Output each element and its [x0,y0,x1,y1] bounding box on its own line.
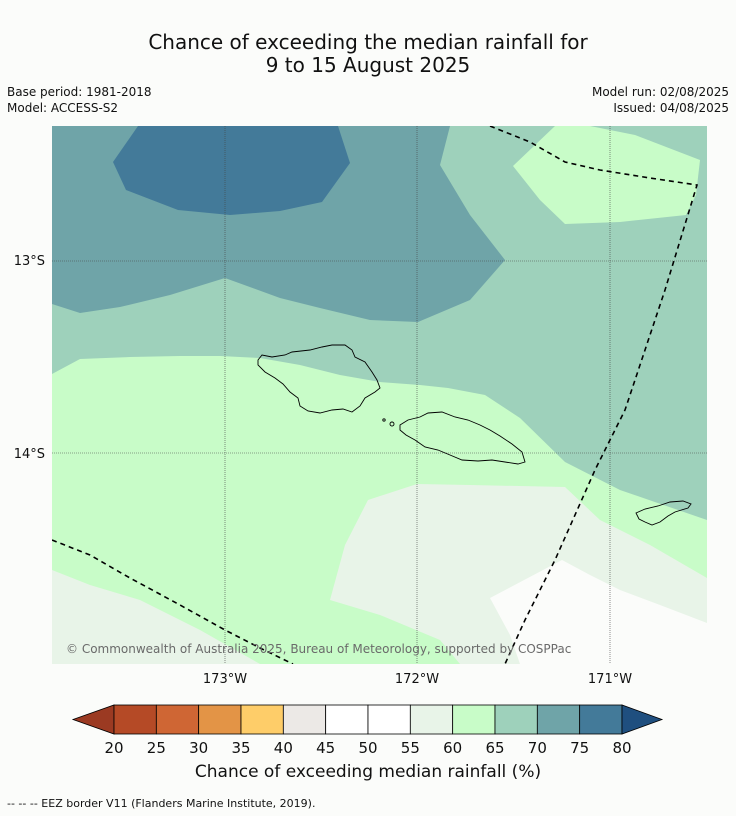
colorbar-tick-label: 35 [231,739,250,757]
colorbar-cell [325,704,369,735]
colorbar-tick-label: 45 [316,739,335,757]
colorbar-cell [494,704,538,735]
colorbar-cell [409,704,454,735]
colorbar-tick-label: 80 [612,739,631,757]
graticule [52,126,707,664]
colorbar-extend-high [621,704,664,735]
copyright-text: © Commonwealth of Australia 2025, Bureau… [66,642,571,656]
meta-right: Model run: 02/08/2025 Issued: 04/08/2025 [592,84,729,116]
model-run: Model run: 02/08/2025 [591,85,729,99]
colorbar-extend-low [71,704,115,735]
coastlines [257,344,692,526]
lon-label-171w: 171°W [588,672,632,687]
colorbar-cell [579,704,623,735]
colorbar-tick-label: 20 [104,739,123,757]
colorbar-tick-label: 70 [528,739,547,757]
eez-border [52,126,699,664]
map: © Commonwealth of Australia 2025, Bureau… [14,126,707,687]
apolima-islet [389,421,395,427]
band-50-55 [490,560,707,664]
meta-left: Base period: 1981-2018 Model: ACCESS-S2 [7,84,152,116]
colorbar-cell [155,704,200,735]
lon-label-173w: 173°W [203,672,247,687]
colorbar-ticks: 20 25 30 35 40 45 50 55 60 65 70 75 80 [104,739,631,757]
colorbar-cell [367,704,411,735]
colorbar-cell [282,704,327,735]
footer-note: -- -- -- EEZ border V11 (Flanders Marine… [7,797,316,810]
colorbar-cell [113,704,157,735]
lat-label-14s: 14°S [14,447,45,462]
model-name: Model: ACCESS-S2 [7,101,119,115]
title-line-1: Chance of exceeding the median rainfall … [148,30,588,54]
tutuila-island [635,500,692,526]
colorbar-tick-label: 50 [358,739,377,757]
lat-label-13s: 13°S [14,254,45,269]
colorbar-cells [71,704,664,735]
colorbar: 20 25 30 35 40 45 50 55 60 65 70 75 80 [71,704,664,757]
lon-label-172w: 172°W [395,672,439,687]
savaii-island [257,344,381,414]
colorbar-tick-label: 25 [147,739,166,757]
manono-islet [382,418,386,422]
colorbar-tick-label: 75 [570,739,589,757]
base-period: Base period: 1981-2018 [7,85,152,99]
eez-border-southwest [52,539,294,664]
title-line-2: 9 to 15 August 2025 [265,53,471,77]
colorbar-tick-label: 40 [274,739,293,757]
colorbar-tick-label: 65 [485,739,504,757]
colorbar-tick-label: 55 [401,739,420,757]
colorbar-cell [536,704,581,735]
colorbar-cell [452,704,496,735]
axis-labels: 13°S 14°S 173°W 172°W 171°W [14,254,633,687]
colorbar-tick-label: 60 [443,739,462,757]
colorbar-title: Chance of exceeding median rainfall (%) [194,762,542,782]
map-title: Chance of exceeding the median rainfall … [0,31,736,77]
eez-border-east [489,126,699,664]
band-75-80 [113,126,350,215]
colorbar-cell [240,704,284,735]
upolu-island [399,411,526,465]
colorbar-cell [198,704,242,735]
issued-date: Issued: 04/08/2025 [613,101,729,115]
map-plot: © Commonwealth of Australia 2025, Bureau… [52,126,707,664]
colorbar-tick-label: 30 [189,739,208,757]
band-55-60-southwest [52,570,260,664]
band-60-65-north [513,126,700,224]
